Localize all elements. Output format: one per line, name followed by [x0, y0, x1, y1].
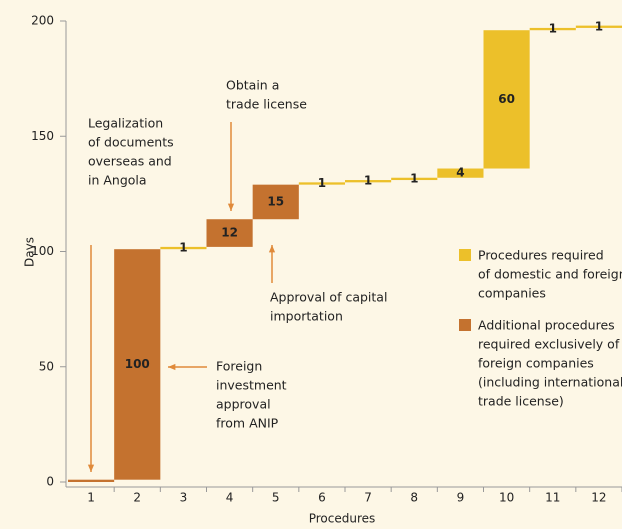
- annotation: from ANIP: [216, 416, 279, 431]
- y-tick-label: 100: [31, 244, 54, 258]
- data-label: 1: [549, 22, 557, 36]
- bar: [206, 219, 253, 247]
- bar: [160, 246, 207, 250]
- x-tick-label: 9: [457, 491, 465, 505]
- x-axis-label: Procedures: [309, 512, 376, 526]
- legend-label: companies: [478, 286, 546, 301]
- legend-label: Procedures required: [478, 248, 604, 263]
- annotation: Legalization: [88, 116, 163, 131]
- annotation: Obtain a: [226, 78, 279, 93]
- x-tick-label: 4: [226, 491, 234, 505]
- x-tick-label: 8: [410, 491, 418, 505]
- y-tick-label: 200: [31, 14, 54, 28]
- data-label: 60: [498, 92, 515, 106]
- bar: [298, 182, 345, 185]
- y-tick-label: 0: [46, 475, 54, 489]
- x-tick-label: 12: [591, 491, 606, 505]
- x-tick-label: 1: [87, 491, 95, 505]
- arrow-head: [227, 203, 235, 211]
- x-tick-label: 11: [545, 491, 560, 505]
- legend-label: required exclusively of: [478, 337, 620, 352]
- data-label: 4: [456, 166, 464, 180]
- data-label: 1: [318, 176, 326, 190]
- arrow-head: [268, 245, 276, 253]
- data-label: 1: [364, 174, 372, 188]
- bar: [391, 177, 438, 181]
- legend-swatch: [459, 319, 471, 331]
- data-label: 1: [595, 19, 603, 33]
- annotation: approval: [216, 397, 271, 412]
- data-label: 15: [267, 194, 284, 208]
- legend-label: of domestic and foreign: [478, 267, 622, 282]
- data-label: 12: [221, 226, 238, 240]
- bar: [345, 180, 392, 183]
- arrow-head: [168, 363, 176, 371]
- bar: [437, 168, 484, 178]
- bar: [252, 184, 299, 220]
- x-tick-label: 10: [499, 491, 514, 505]
- arrow-head: [87, 464, 95, 472]
- data-label: 1: [179, 241, 187, 255]
- x-tick-label: 6: [318, 491, 326, 505]
- annotation: Approval of capital: [270, 290, 387, 305]
- annotation: importation: [270, 309, 343, 324]
- annotation: trade license: [226, 97, 307, 112]
- legend-swatch: [459, 249, 471, 261]
- y-tick-label: 50: [39, 359, 54, 373]
- x-tick-label: 5: [272, 491, 280, 505]
- x-tick-label: 2: [133, 491, 141, 505]
- data-label: 1: [410, 171, 418, 185]
- annotation: in Angola: [88, 173, 147, 188]
- legend-label: trade license): [478, 394, 564, 409]
- legend-label: (including international: [478, 375, 622, 390]
- x-tick-label: 7: [364, 491, 372, 505]
- bar: [68, 479, 115, 482]
- bar: [575, 25, 622, 28]
- y-tick-label: 150: [31, 129, 54, 143]
- bar: [114, 249, 161, 480]
- annotation: investment: [216, 378, 287, 393]
- legend-label: foreign companies: [478, 356, 594, 371]
- bar: [529, 27, 576, 31]
- annotation: Foreign: [216, 359, 262, 374]
- annotation: overseas and: [88, 154, 172, 169]
- x-tick-label: 3: [180, 491, 188, 505]
- annotation: of documents: [88, 135, 174, 150]
- bar: [483, 30, 530, 169]
- data-label: 100: [125, 357, 150, 371]
- y-axis-label: Days: [23, 237, 37, 267]
- legend-label: Additional procedures: [478, 318, 615, 333]
